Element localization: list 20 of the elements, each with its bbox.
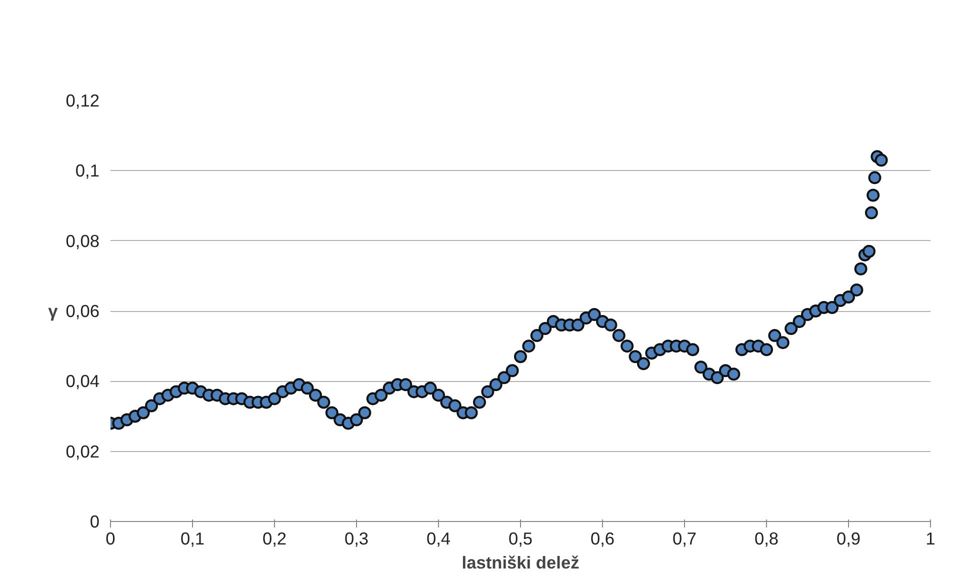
y-tick-label: 0,08 [66, 230, 100, 251]
x-tick-label: 0,8 [754, 528, 779, 548]
x-tick-label: 0,7 [672, 528, 697, 548]
x-tick-label: 0 [106, 528, 116, 548]
x-tick-label: 0,3 [344, 528, 369, 548]
x-tick-label: 0,4 [426, 528, 451, 548]
y-tick-label: 0,12 [66, 90, 100, 110]
y-tick-label: 0,1 [75, 160, 100, 181]
y-tick-label: 0,04 [66, 371, 100, 392]
y-tick-label: 0,02 [66, 441, 100, 462]
y-axis-title: γ [48, 301, 58, 321]
y-tick-label: 0,06 [66, 301, 100, 321]
x-tick-label: 0,5 [508, 528, 533, 548]
x-axis-title: lastniški delež [462, 552, 580, 572]
x-tick-label: 0,1 [180, 528, 205, 548]
x-tick-label: 1 [926, 528, 936, 548]
x-tick-label: 0,6 [590, 528, 615, 548]
x-tick-label: 0,9 [836, 528, 861, 548]
y-tick-label: 0 [90, 512, 100, 532]
x-tick-label: 0,2 [262, 528, 287, 548]
